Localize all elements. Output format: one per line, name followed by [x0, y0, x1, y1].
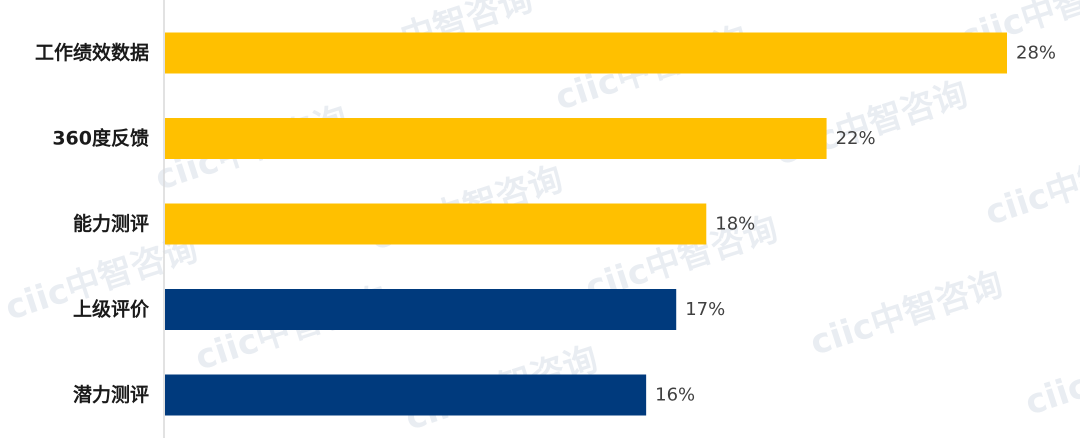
value-label-4: 17% [685, 299, 725, 320]
value-label-5: 16% [655, 385, 695, 406]
category-label-1: 工作绩效数据 [35, 41, 149, 64]
category-label-4: 上级评价 [73, 298, 150, 321]
watermark-text: ciic中智咨询 [805, 264, 1007, 364]
bars-group [165, 32, 1007, 416]
bar-1 [165, 32, 1007, 74]
watermark-text: ciic中智咨询 [1020, 324, 1080, 424]
value-label-1: 28% [1016, 43, 1056, 64]
bar-5 [165, 374, 647, 416]
category-label-3: 能力测评 [73, 212, 149, 235]
watermark-text: ciic中智咨询 [980, 134, 1080, 234]
category-label-5: 潜力测评 [73, 383, 149, 406]
value-label-3: 18% [715, 214, 755, 235]
value-labels-group: 28% 22% 18% 17% 16% [655, 43, 1056, 406]
value-label-2: 22% [836, 128, 876, 149]
category-label-2: 360度反馈 [52, 127, 149, 150]
bar-4 [165, 289, 677, 330]
bar-3 [165, 203, 707, 245]
bar-2 [165, 118, 827, 159]
